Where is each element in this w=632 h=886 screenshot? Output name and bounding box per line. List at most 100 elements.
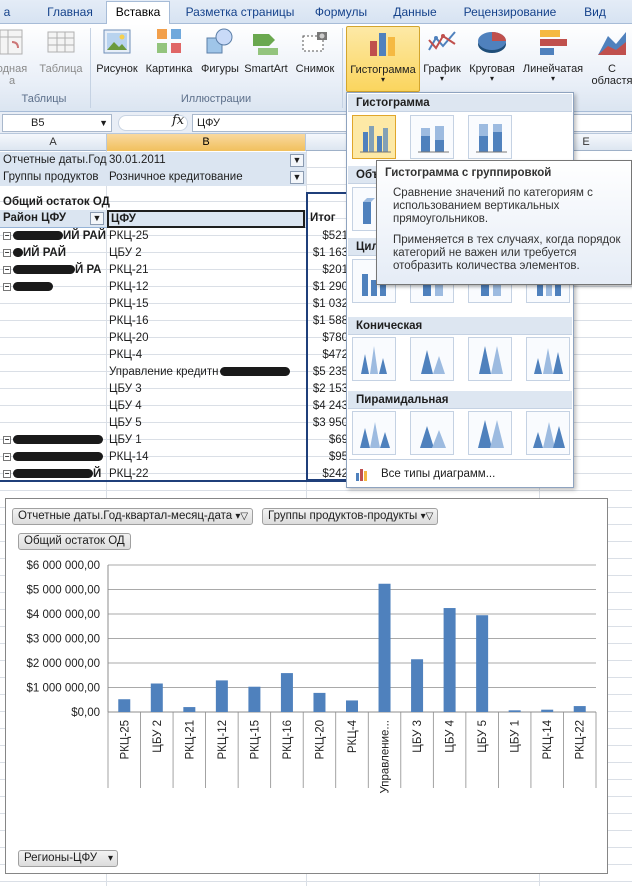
chevron-down-icon[interactable]: ▼ [99,118,108,128]
total-cell[interactable]: $521 [322,230,348,242]
table-button[interactable]: Таблица [36,26,86,92]
total-cell[interactable]: $780 [322,332,348,344]
collapse-icon[interactable]: − [3,282,11,291]
tab-data[interactable]: Данные [393,5,437,19]
pivot-table-button[interactable]: одная a [0,26,30,92]
region-cell[interactable]: − ИЙ РАЙ [3,247,66,259]
region-cell[interactable]: − [3,449,107,466]
fx-icon[interactable]: fx [172,113,185,128]
cfu-cell[interactable]: РКЦ-25 [109,230,149,242]
tab-formulas[interactable]: Формулы [314,5,368,19]
picture-button[interactable]: Рисунок [94,26,140,92]
filter-icon[interactable]: ▼ [290,171,304,184]
stacked-column-option[interactable] [410,115,454,159]
cfu-cell[interactable]: РКЦ-20 [109,332,149,344]
shapes-button[interactable]: Фигуры [198,26,242,92]
x-tick-label: ЦБУ 3 [412,720,424,753]
field-button-dates[interactable]: Отчетные даты.Год-квартал-месяц-дата ▾▽ [12,508,254,525]
cone-option-1[interactable] [352,337,396,381]
column-header-a[interactable]: A [0,134,107,151]
total-cell[interactable]: $95 [328,451,348,463]
tab-file[interactable]: a [3,5,11,19]
total-cell[interactable]: $1 032 [312,298,348,310]
screenshot-button[interactable]: Снимок [292,26,338,92]
tab-insert[interactable]: Вставка [106,1,170,25]
cone-option-2[interactable] [410,337,454,381]
cfu-cell[interactable]: ЦБУ 5 [109,417,142,429]
cfu-cell[interactable]: РКЦ-15 [109,298,149,310]
tab-page-layout[interactable]: Разметка страницы [185,5,295,19]
bar-chart-button[interactable]: Линейчатая ▾ [520,26,586,92]
cfu-cell[interactable]: РКЦ-22 [109,468,149,480]
collapse-icon[interactable]: − [3,435,11,444]
cfu-cell[interactable]: РКЦ-4 [109,349,143,361]
area-chart-button[interactable]: С областя [588,26,632,92]
picture-icon [101,26,133,58]
collapse-icon[interactable]: − [3,469,11,478]
pie-chart-button[interactable]: Круговая ▾ [464,26,520,92]
cfu-cell[interactable]: ЦБУ 2 [109,247,142,259]
column-header-e[interactable]: E [582,136,590,148]
tab-view[interactable]: Вид [584,5,606,19]
cfu-cell[interactable]: Управление кредитн [109,364,305,381]
cone-option-4[interactable] [526,337,570,381]
column-header-b[interactable]: B [107,134,306,151]
total-cell[interactable]: $3 950 [312,417,348,429]
collapse-icon[interactable]: − [3,452,11,461]
percent-stacked-column-option[interactable] [468,115,512,159]
clipart-button[interactable]: Картинка [142,26,196,92]
tab-home[interactable]: Главная [47,5,93,19]
total-cell[interactable]: $472 [322,349,348,361]
field-button-measure[interactable]: Общий остаток ОД [18,533,131,550]
cfu-cell[interactable]: РКЦ-14 [109,451,149,463]
cone-option-3[interactable] [468,337,512,381]
total-cell[interactable]: $4 243 [312,400,348,412]
x-tick-label: ЦБУ 4 [445,719,457,752]
filter-icon[interactable]: ▼ [290,154,304,167]
pyramid-option-4[interactable] [526,411,570,455]
cfu-cell[interactable]: РКЦ-16 [109,315,149,327]
collapse-icon[interactable]: − [3,248,11,257]
all-chart-types-link[interactable]: Все типы диаграмм... [349,459,571,485]
cfu-cell[interactable]: ЦБУ 1 [109,434,142,446]
region-cell[interactable]: − ИЙ РАЙ [3,230,106,242]
pyramid-option-2[interactable] [410,411,454,455]
total-cell[interactable]: $1 163 [312,247,348,259]
column-header-c[interactable] [306,134,350,151]
header-cfu-selected-cell[interactable]: ЦФУ [107,210,305,228]
chevron-down-icon[interactable]: ▾ [108,853,114,864]
tooltip-description: Сравнение значений по категориям с испол… [393,187,593,225]
filter-icon[interactable]: ▾▽ [420,511,434,522]
field-button-products[interactable]: Группы продуктов-продукты ▾▽ [262,508,439,525]
total-cell[interactable]: $69 [328,434,348,446]
collapse-icon[interactable]: − [3,231,11,240]
total-cell[interactable]: $1 290 [312,281,348,293]
total-cell[interactable]: $201 [322,264,348,276]
name-box[interactable]: B5 ▼ [2,114,112,132]
column-chart-button[interactable]: Гистограмма ▾ [346,26,420,92]
filter-icon[interactable]: ▼ [90,212,104,225]
total-cell[interactable]: $242 [322,468,348,480]
total-cell[interactable]: $5 235 [312,366,348,378]
pyramid-option-1[interactable] [352,411,396,455]
region-cell[interactable]: − [3,432,107,449]
cfu-cell[interactable]: РКЦ-12 [109,281,149,293]
cfu-cell[interactable]: ЦБУ 3 [109,383,142,395]
cfu-cell[interactable]: ЦБУ 4 [109,400,142,412]
pivot-chart[interactable]: $0,00 $1 000 000,00 $2 000 000,00 $3 000 00… [5,498,608,874]
bar [248,686,261,712]
total-cell[interactable]: $1 588 [312,315,348,327]
field-button-axis[interactable]: Регионы-ЦФУ ▾ [18,850,119,867]
filter-icon[interactable]: ▾▽ [235,511,249,522]
clustered-column-option[interactable] [352,115,396,159]
tab-review[interactable]: Рецензирование [463,5,557,19]
line-chart-button[interactable]: График ▾ [420,26,464,92]
cfu-cell[interactable]: РКЦ-21 [109,264,149,276]
collapse-icon[interactable]: − [3,265,11,274]
smartart-button[interactable]: SmartArt [242,26,290,92]
pyramid-option-3[interactable] [468,411,512,455]
region-cell[interactable]: − Й [3,468,102,480]
total-cell[interactable]: $2 153 [312,383,348,395]
region-cell[interactable]: − [3,279,107,296]
region-cell[interactable]: − Й РА [3,264,102,276]
